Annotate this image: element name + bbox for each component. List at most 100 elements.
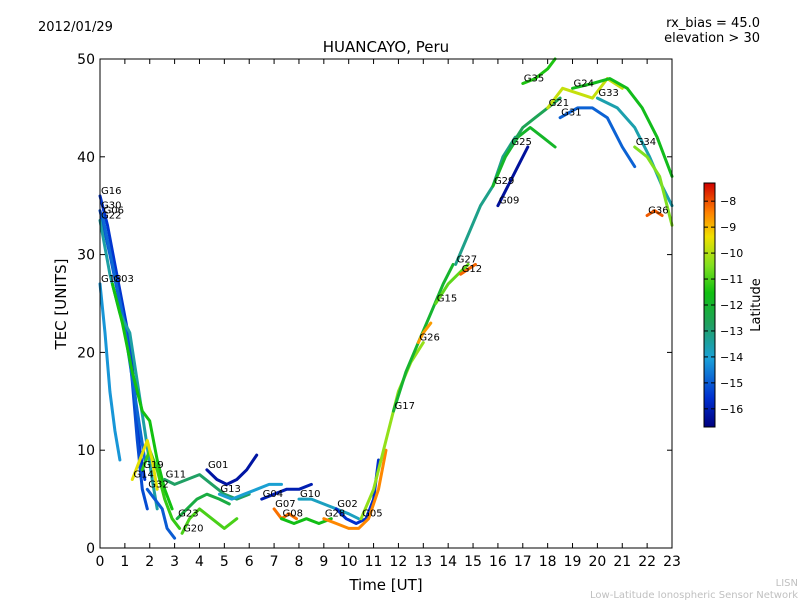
plot-frame xyxy=(99,58,673,549)
series-label-g26: G26 xyxy=(419,333,439,344)
series-g02 xyxy=(334,458,380,525)
series-label-g14: G14 xyxy=(133,470,153,481)
series-label-g21: G21 xyxy=(549,98,569,109)
date-label: 2012/01/29 xyxy=(38,20,113,35)
series-label-g32: G32 xyxy=(148,479,168,490)
series-label-g27: G27 xyxy=(457,254,477,265)
series-g20 xyxy=(180,507,239,535)
x-tick-label: 3 xyxy=(170,554,179,570)
series-label-g34: G34 xyxy=(636,137,656,148)
series-g23 xyxy=(175,492,231,521)
colorbar-tick-label: −11 xyxy=(720,273,743,286)
y-tick-label: 20 xyxy=(77,345,95,361)
series-label-g20: G20 xyxy=(183,523,203,534)
colorbar-tick-label: −14 xyxy=(720,351,743,364)
rx-bias-label: rx_bias = 45.0 xyxy=(666,16,760,31)
x-tick-label: 21 xyxy=(613,554,631,570)
x-tick-label: 14 xyxy=(439,554,457,570)
series-g01 xyxy=(205,453,259,486)
y-tick-label: 0 xyxy=(86,541,95,557)
x-axis-label: Time [UT] xyxy=(348,576,422,594)
series-label-g15: G15 xyxy=(437,294,457,305)
series-label-g16: G16 xyxy=(101,186,121,197)
x-tick-label: 20 xyxy=(588,554,606,570)
series-label-g25: G25 xyxy=(511,137,531,148)
y-tick-label: 30 xyxy=(77,248,95,264)
series-label-g02: G02 xyxy=(337,499,357,510)
series-label-g05: G05 xyxy=(362,509,382,520)
y-ticks: 0 10 20 30 40 50 xyxy=(77,52,672,557)
series-g32 xyxy=(145,487,177,540)
elevation-label: elevation > 30 xyxy=(664,31,760,46)
series-label-g22: G22 xyxy=(101,210,121,221)
series-label-g09: G09 xyxy=(499,196,519,207)
x-tick-label: 8 xyxy=(294,554,303,570)
series-label-g12: G12 xyxy=(462,264,482,275)
series-g26 xyxy=(416,321,433,345)
series-label-g11: G11 xyxy=(166,470,186,481)
x-tick-label: 23 xyxy=(663,554,681,570)
series-label-g07: G07 xyxy=(275,499,295,510)
y-tick-label: 40 xyxy=(77,150,95,166)
series-label-g03: G03 xyxy=(113,274,133,285)
series-g05 xyxy=(359,341,425,521)
series-g03 xyxy=(110,282,174,511)
series-label-g10: G10 xyxy=(300,489,320,500)
colorbar-tick-label: −9 xyxy=(720,221,736,234)
x-tick-label: 11 xyxy=(365,554,383,570)
x-tick-label: 10 xyxy=(340,554,358,570)
x-tick-label: 7 xyxy=(270,554,279,570)
series-label-g24: G24 xyxy=(574,78,594,89)
series-g15 xyxy=(434,262,470,305)
series-g13 xyxy=(217,482,283,501)
x-tick-label: 16 xyxy=(489,554,507,570)
series-g07 xyxy=(272,507,298,521)
series-label-g19: G19 xyxy=(143,460,163,471)
series-label-g33: G33 xyxy=(598,88,618,99)
x-tick-label: 5 xyxy=(220,554,229,570)
colorbar-label: Latitude xyxy=(749,278,764,332)
series-g29 xyxy=(491,126,557,188)
series-layer xyxy=(98,57,674,540)
series-label-g13: G13 xyxy=(220,484,240,495)
colorbar-tick-label: −13 xyxy=(720,325,743,338)
series-g14 xyxy=(130,438,159,491)
series-g22 xyxy=(98,218,159,511)
x-tick-label: 1 xyxy=(120,554,129,570)
series-label-g06: G06 xyxy=(103,205,123,216)
x-tick-label: 15 xyxy=(464,554,482,570)
x-tick-label: 12 xyxy=(390,554,408,570)
chart-title: HUANCAYO, Peru xyxy=(323,38,449,56)
x-tick-label: 0 xyxy=(96,554,105,570)
colorbar-tick-label: −12 xyxy=(720,299,743,312)
series-g33 xyxy=(595,96,674,208)
series-label-g36: G36 xyxy=(648,205,668,216)
x-tick-label: 9 xyxy=(319,554,328,570)
series-label-g28: G28 xyxy=(325,509,345,520)
colorbar-tick-label: −10 xyxy=(720,247,743,260)
y-tick-label: 50 xyxy=(77,52,95,68)
series-g04 xyxy=(260,482,313,501)
series-g35 xyxy=(521,57,557,85)
series-label-g31: G31 xyxy=(561,108,581,119)
series-label-g04: G04 xyxy=(263,489,283,500)
x-tick-label: 6 xyxy=(245,554,254,570)
series-g24 xyxy=(571,77,674,178)
x-tick-label: 17 xyxy=(514,554,532,570)
series-g36 xyxy=(645,209,664,217)
series-g31 xyxy=(558,106,637,169)
series-label-g17: G17 xyxy=(394,401,414,412)
series-label-g35: G35 xyxy=(524,73,544,84)
series-g19 xyxy=(140,448,182,530)
series-g28 xyxy=(322,448,388,530)
series-g06 xyxy=(101,214,147,462)
series-g09 xyxy=(496,145,530,208)
series-label-g23: G23 xyxy=(178,509,198,520)
x-tick-label: 19 xyxy=(564,554,582,570)
series-label-g30: G30 xyxy=(101,201,121,212)
series-label-g18: G18 xyxy=(101,274,121,285)
series-g18 xyxy=(98,282,122,462)
x-tick-label: 13 xyxy=(414,554,432,570)
